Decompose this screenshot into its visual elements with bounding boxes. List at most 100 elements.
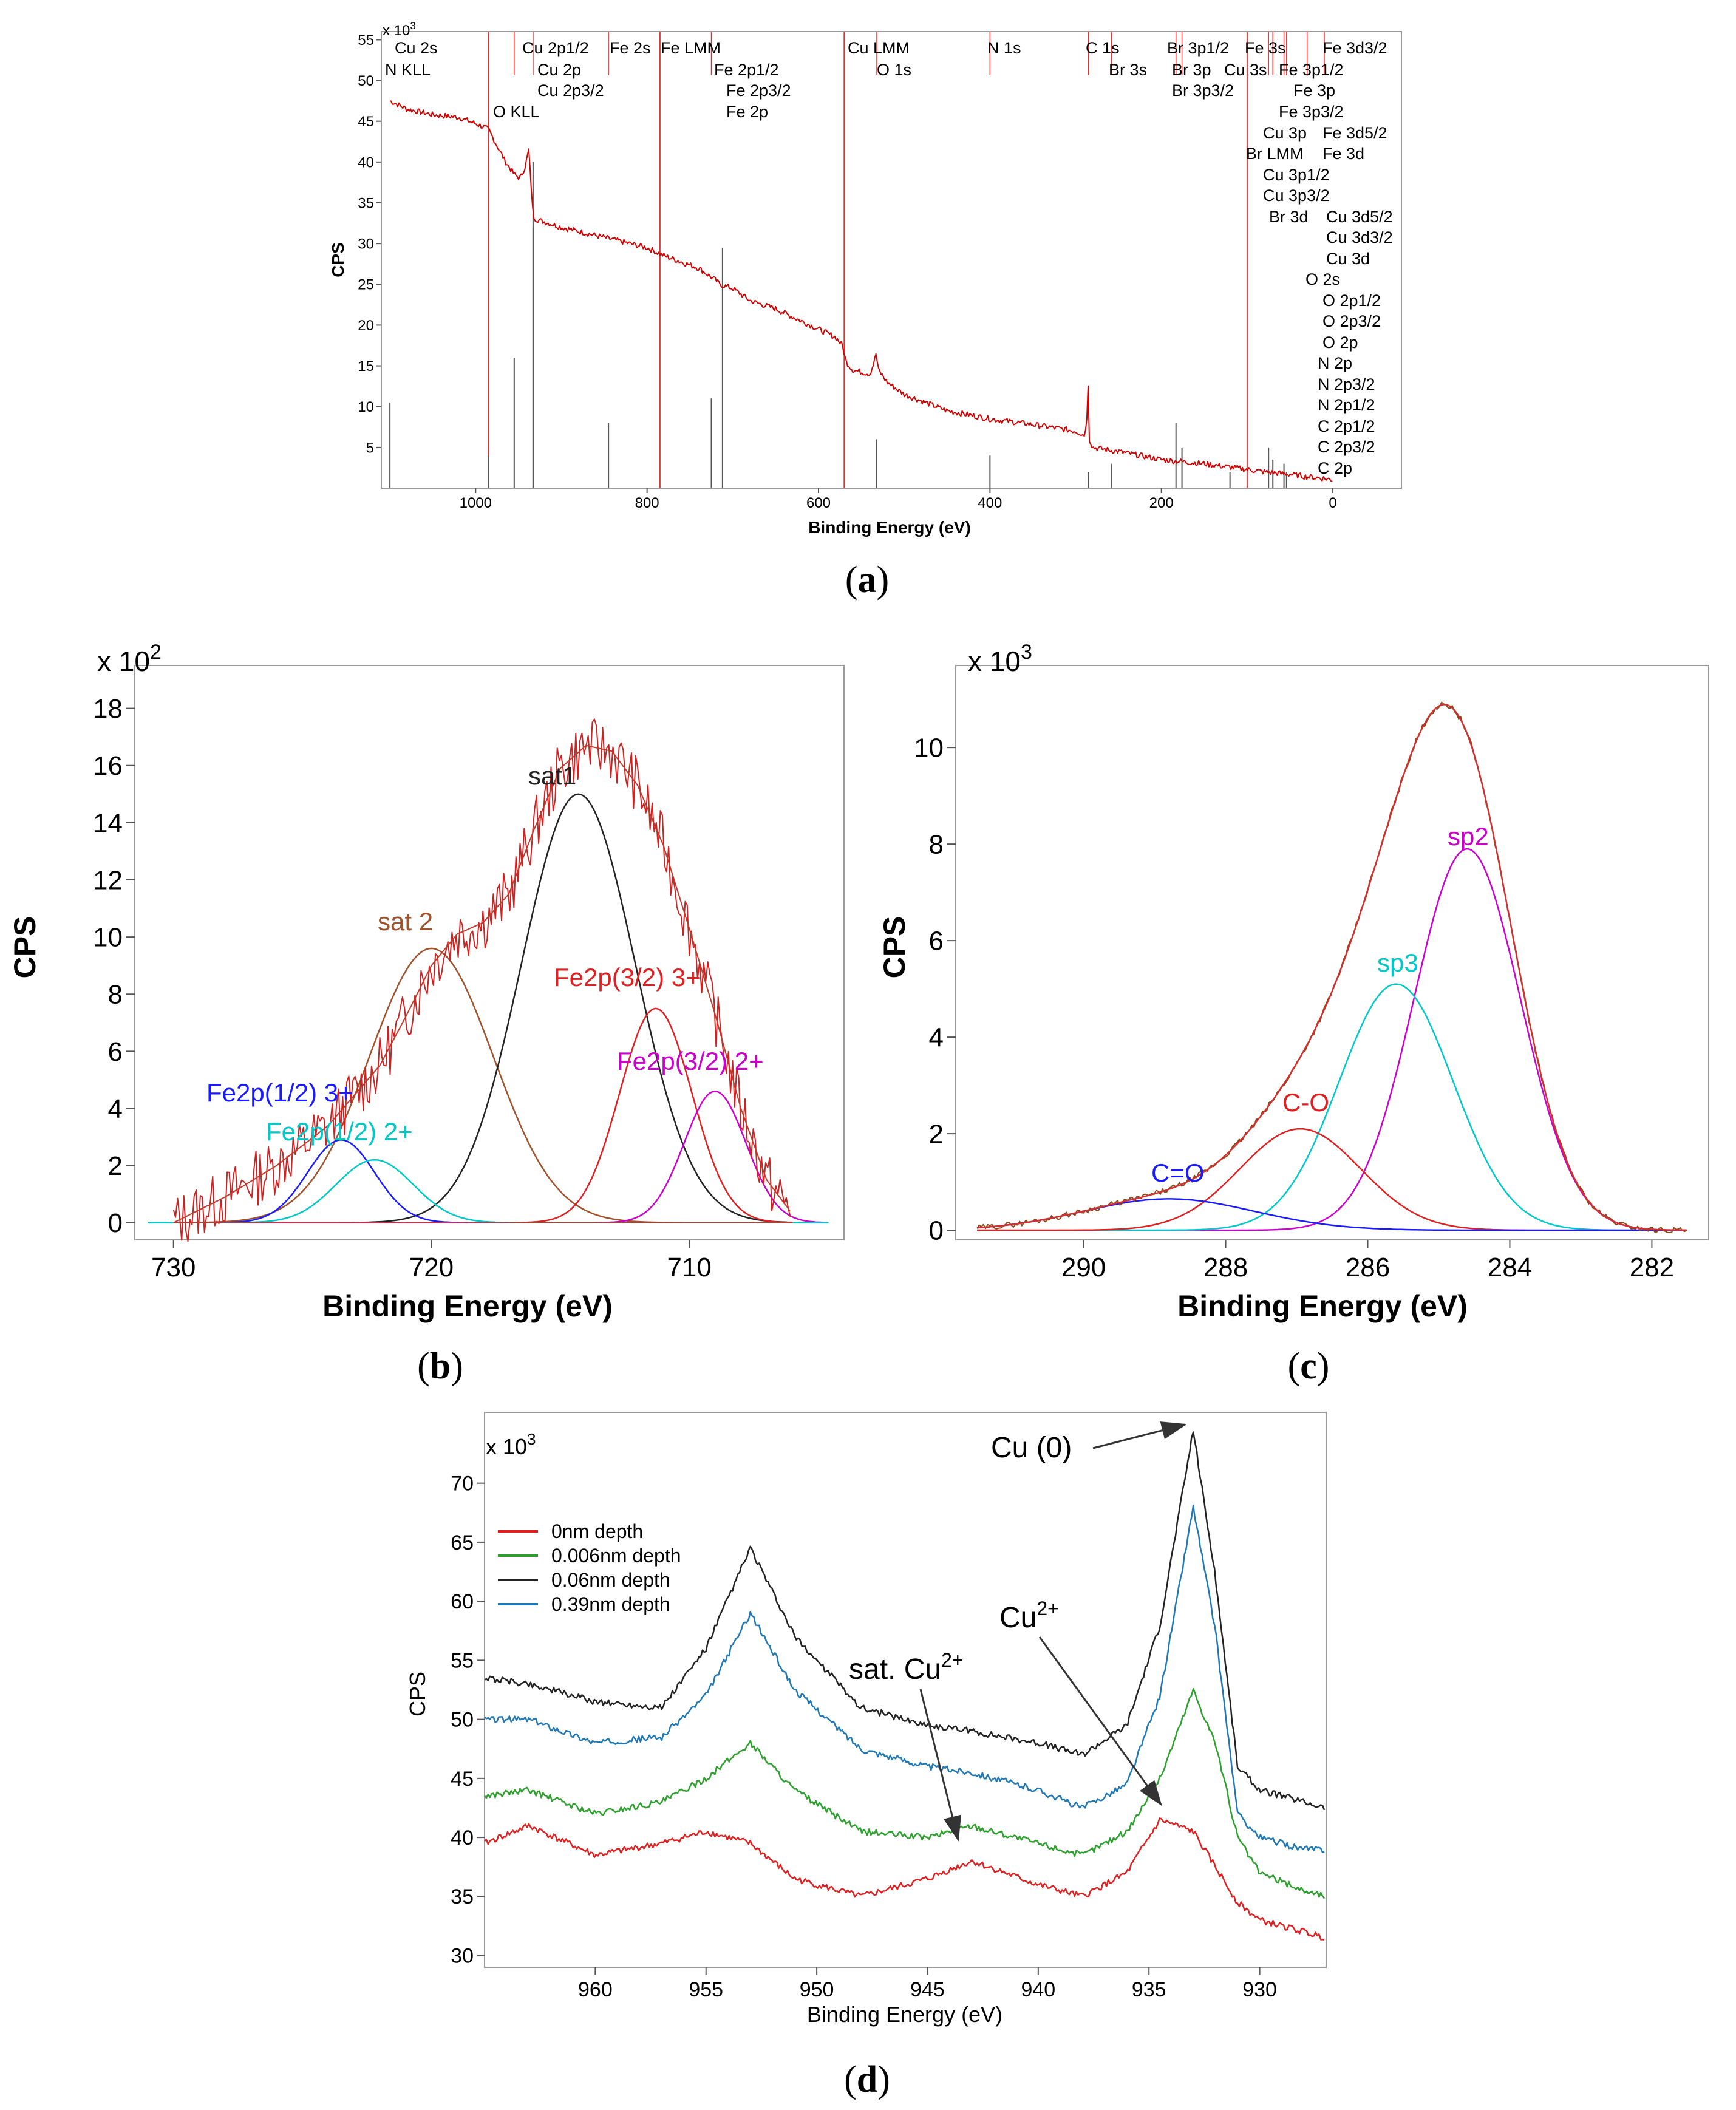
panel-b-component-labels: sat 2 sat1 Fe2p(3/2) 3+ Fe2p(3/2) 2+ Fe2… xyxy=(206,761,764,1146)
legend-label: 0nm depth xyxy=(551,1520,643,1542)
panel-c-multiplier: x 103 xyxy=(968,641,1032,677)
label-fe2p12-3plus: Fe2p(1/2) 3+ xyxy=(206,1078,353,1107)
cu0-label: Cu (0) xyxy=(991,1432,1072,1464)
svg-text:Cu 3p3/2: Cu 3p3/2 xyxy=(1263,186,1330,205)
svg-text:O 1s: O 1s xyxy=(877,61,911,79)
panel-a-x-ticks: 1000 800 600 400 200 0 xyxy=(460,488,1337,511)
svg-text:C 2p1/2: C 2p1/2 xyxy=(1318,417,1375,435)
svg-text:Fe 2p1/2: Fe 2p1/2 xyxy=(714,61,779,79)
y-tick-label: 45 xyxy=(451,1768,474,1791)
x-tick-label: 945 xyxy=(910,1978,945,2001)
x-tick-label: 930 xyxy=(1242,1978,1277,2001)
x-tick-label: 935 xyxy=(1132,1978,1166,2001)
label-c-double-o: C=O xyxy=(1151,1159,1205,1187)
cu2plus-arrow xyxy=(1038,1636,1162,1806)
y-tick-label: 35 xyxy=(358,195,374,211)
x-tick-label: 730 xyxy=(151,1253,196,1282)
panel-c-component-labels: sp2 sp3 C-O C=O xyxy=(1151,822,1489,1187)
envelope-fit-line xyxy=(173,744,791,1223)
svg-text:N 1s: N 1s xyxy=(987,39,1021,57)
panel-d-multiplier: x 103 xyxy=(486,1430,536,1459)
y-tick-label: 50 xyxy=(358,73,374,89)
raw-data-line xyxy=(172,718,791,1242)
component-peak-line xyxy=(977,848,1687,1231)
svg-text:Fe 3d: Fe 3d xyxy=(1322,145,1364,163)
svg-text:Br 3p1/2: Br 3p1/2 xyxy=(1167,39,1229,57)
y-tick-label: 8 xyxy=(929,830,944,860)
panel-c-y-ticks: 0 2 4 6 8 10 xyxy=(914,733,956,1246)
svg-text:Br 3d: Br 3d xyxy=(1269,208,1309,226)
y-tick-label: 6 xyxy=(108,1037,123,1067)
label-fe2p12-2plus: Fe2p(1/2) 2+ xyxy=(266,1117,413,1146)
label-c-o: C-O xyxy=(1282,1088,1329,1117)
x-tick-label: 286 xyxy=(1346,1253,1390,1282)
svg-text:N KLL: N KLL xyxy=(385,61,431,79)
legend-label: 0.006nm depth xyxy=(551,1545,681,1567)
panel-a-label: (a) xyxy=(845,559,889,601)
svg-text:Br LMM: Br LMM xyxy=(1246,145,1304,163)
x-tick-label: 290 xyxy=(1061,1253,1106,1282)
legend-label: 0.06nm depth xyxy=(551,1569,670,1591)
label-sp2: sp2 xyxy=(1448,822,1489,851)
panel-a-survey-chart: x 103 5 10 15 20 25 30 35 40 45 50 55 1000 800 600 40… xyxy=(328,20,1402,601)
x-tick-label: 940 xyxy=(1021,1978,1055,2001)
svg-text:Fe 3d5/2: Fe 3d5/2 xyxy=(1322,124,1387,142)
panel-b-series xyxy=(148,718,829,1242)
panel-d-annotations: Cu (0) Cu2+ sat. Cu2+ xyxy=(849,1421,1187,1842)
panel-c-series xyxy=(976,701,1687,1233)
panel-b-y-ticks: 0 2 4 6 8 10 12 14 16 18 xyxy=(93,694,135,1238)
svg-text:Fe 3p: Fe 3p xyxy=(1293,81,1335,100)
depth-profile-line xyxy=(484,1431,1326,1811)
label-fe2p32-2plus: Fe2p(3/2) 2+ xyxy=(617,1047,764,1075)
svg-text:O 2p: O 2p xyxy=(1322,333,1358,352)
y-tick-label: 10 xyxy=(914,733,944,763)
panel-c-y-axis-title: CPS xyxy=(877,916,911,979)
y-tick-label: 4 xyxy=(108,1094,123,1124)
x-tick-label: 955 xyxy=(689,1978,723,2001)
svg-text:Cu 3d: Cu 3d xyxy=(1326,250,1370,268)
envelope-fit-line xyxy=(977,704,1687,1231)
panel-a-plot-frame xyxy=(381,31,1402,489)
x-tick-label: 720 xyxy=(409,1253,454,1282)
label-fe2p32-3plus: Fe2p(3/2) 3+ xyxy=(554,963,701,992)
y-tick-label: 2 xyxy=(929,1120,944,1149)
y-tick-label: 70 xyxy=(451,1472,474,1496)
panel-a-y-axis-title: CPS xyxy=(328,242,347,277)
y-tick-label: 14 xyxy=(93,808,123,838)
panel-d-plot-frame xyxy=(484,1412,1327,1968)
x-tick-label: 400 xyxy=(978,495,1002,511)
sat-cu2plus-arrow xyxy=(919,1689,962,1842)
legend-label: 0.39nm depth xyxy=(551,1593,670,1615)
raw-data-line xyxy=(976,701,1687,1233)
svg-text:O 2p1/2: O 2p1/2 xyxy=(1322,291,1381,310)
survey-spectrum-line xyxy=(389,100,1333,482)
component-peak-line xyxy=(977,983,1687,1231)
y-tick-label: 55 xyxy=(451,1649,474,1672)
svg-text:Cu 2p1/2: Cu 2p1/2 xyxy=(522,39,589,57)
y-tick-label: 40 xyxy=(358,154,374,171)
depth-profile-line xyxy=(484,1687,1326,1899)
x-tick-label: 200 xyxy=(1149,495,1174,511)
panel-d-y-axis-title: CPS xyxy=(405,1672,430,1717)
label-sat1: sat1 xyxy=(528,761,576,790)
y-tick-label: 60 xyxy=(451,1590,474,1613)
svg-text:Br 3s: Br 3s xyxy=(1109,61,1147,79)
cu0-arrow xyxy=(1092,1421,1187,1449)
panel-b-x-ticks: 730 720 710 xyxy=(151,1240,712,1282)
svg-text:C 2p3/2: C 2p3/2 xyxy=(1318,438,1375,456)
y-tick-label: 6 xyxy=(929,927,944,956)
svg-text:Cu 2p3/2: Cu 2p3/2 xyxy=(537,81,604,100)
svg-text:Br 3p3/2: Br 3p3/2 xyxy=(1172,81,1234,100)
label-sat2: sat 2 xyxy=(378,907,433,936)
y-tick-label: 30 xyxy=(451,1944,474,1967)
svg-text:Cu 2s: Cu 2s xyxy=(395,39,438,57)
y-tick-label: 45 xyxy=(358,114,374,130)
x-tick-label: 0 xyxy=(1329,495,1336,511)
panel-c-x-ticks: 290 288 286 284 282 xyxy=(1061,1240,1674,1282)
svg-text:Cu 3d3/2: Cu 3d3/2 xyxy=(1326,228,1393,247)
panel-d-series xyxy=(484,1431,1326,1941)
panel-a-y-ticks: 5 10 15 20 25 30 35 40 45 50 55 xyxy=(358,32,381,456)
depth-profile-line xyxy=(484,1505,1325,1854)
panel-c-x-axis-title: Binding Energy (eV) xyxy=(1177,1289,1468,1323)
svg-text:N 2p3/2: N 2p3/2 xyxy=(1318,375,1375,393)
